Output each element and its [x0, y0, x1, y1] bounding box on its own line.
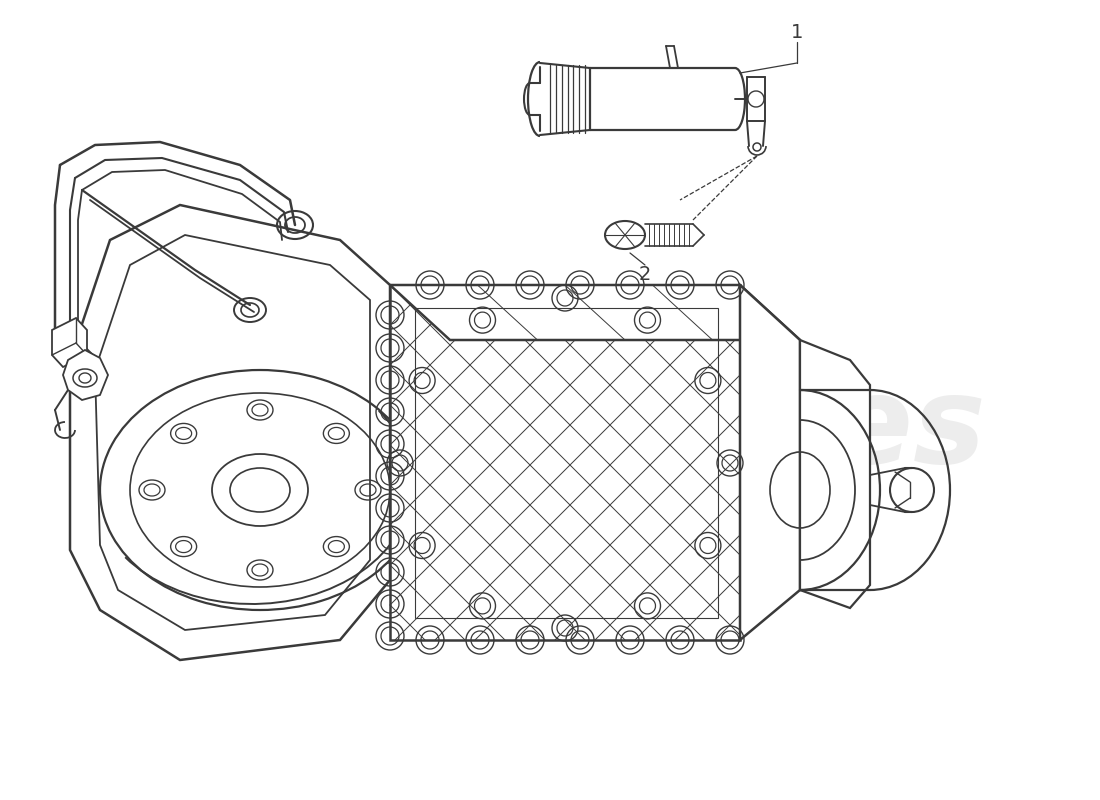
- Polygon shape: [740, 285, 800, 640]
- Polygon shape: [52, 318, 87, 367]
- Polygon shape: [95, 235, 370, 630]
- Text: 1: 1: [791, 22, 803, 42]
- Text: 2: 2: [639, 266, 651, 285]
- Polygon shape: [390, 285, 800, 340]
- Text: a passion for parts since 1985: a passion for parts since 1985: [348, 523, 852, 557]
- Text: eurospares: eurospares: [213, 371, 987, 489]
- Polygon shape: [800, 340, 870, 608]
- Polygon shape: [70, 205, 390, 660]
- Polygon shape: [390, 285, 740, 640]
- Polygon shape: [63, 350, 108, 400]
